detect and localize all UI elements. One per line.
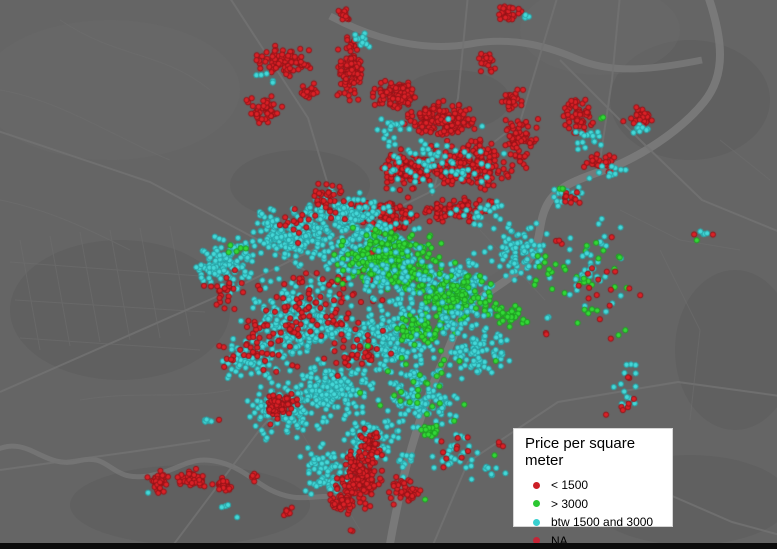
legend: Price per square meter < 1500 > 3000 btw 1… bbox=[513, 428, 673, 548]
legend-item-label: < 1500 bbox=[551, 478, 589, 493]
legend-item-label: > 3000 bbox=[551, 496, 589, 511]
legend-item-btw: btw 1500 and 3000 bbox=[525, 513, 672, 532]
legend-dot-icon bbox=[533, 537, 540, 545]
bottom-border-bar bbox=[0, 543, 777, 549]
legend-dot-icon bbox=[533, 481, 540, 489]
legend-items: < 1500 > 3000 btw 1500 and 3000 NA bbox=[525, 476, 672, 549]
legend-item-gt3000: > 3000 bbox=[525, 495, 672, 514]
legend-title: Price per square meter bbox=[525, 435, 636, 469]
legend-dot-icon bbox=[533, 500, 540, 508]
legend-item-lt1500: < 1500 bbox=[525, 476, 672, 495]
legend-dot-icon bbox=[533, 518, 540, 526]
legend-item-label: btw 1500 and 3000 bbox=[551, 515, 654, 530]
